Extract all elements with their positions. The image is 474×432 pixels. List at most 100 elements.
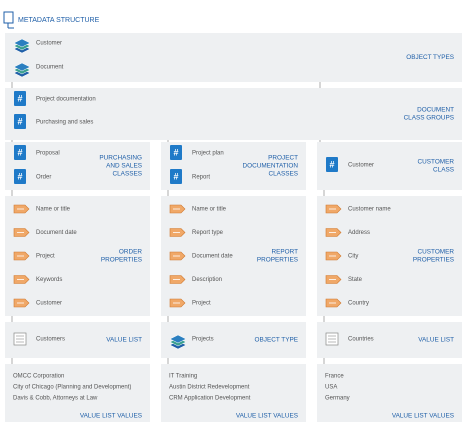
tag-icon [325,298,342,308]
item: Austin District Redevelopment [169,385,250,391]
hash: # [329,159,334,169]
panel-label: DOCUMENTATION [243,163,299,170]
panel-label: CLASS GROUPS [404,115,454,122]
panel-label: VALUE LIST VALUES [236,413,298,420]
panel [5,364,150,422]
panel-label: VALUE LIST VALUES [392,413,454,420]
panel-label: CUSTOMER [418,159,455,166]
tag-icon [13,298,30,308]
page-title: METADATA STRUCTURE [18,17,100,24]
panel-label: OBJECT TYPES [406,54,454,61]
tag-icon [325,275,342,284]
item: Customer name [348,207,391,213]
item: Document date [36,230,77,236]
item: Project [36,254,55,260]
item: Report type [192,230,224,236]
panel [161,364,306,422]
panel-label: REPORT [271,249,298,256]
layers-icon [13,62,31,78]
hash: # [173,147,178,157]
panel [5,33,462,82]
panel-label: OBJECT TYPE [255,337,298,344]
item: Purchasing and sales [36,120,93,126]
panel-label: AND SALES [106,163,142,170]
doc [14,169,26,184]
item: Name or title [192,207,227,213]
panel-label: DOCUMENT [417,107,454,114]
item: Description [192,277,222,283]
item: Projects [192,337,214,343]
doc [326,157,338,172]
tag-icon [325,228,342,237]
item: Document date [192,254,233,260]
hash: # [17,171,22,181]
hash-icon: # [14,145,26,160]
item: Germany [325,396,350,402]
panel-label: CLASSES [269,171,298,178]
hash-icon: # [14,91,26,106]
panel [317,322,462,358]
panel-label: PROPERTIES [101,257,142,264]
item: Project [192,301,211,307]
item: IT Training [169,374,197,380]
layers-icon [13,38,31,54]
panel-label: PROPERTIES [413,257,454,264]
item: Customer [36,301,62,307]
tag-icon [169,275,186,284]
layer [13,62,31,72]
item: Name or title [36,207,71,213]
panel-label: CLASSES [113,171,142,178]
tag-icon [13,251,30,261]
hash: # [17,147,22,157]
item: Address [348,230,370,236]
panel-label: VALUE LIST [418,337,454,344]
list-icon [13,332,27,346]
panel [317,364,462,422]
panel-label: CLASS [433,167,454,174]
doc [170,145,182,160]
panel-label: PROPERTIES [257,257,298,264]
hash-icon: # [170,145,182,160]
doc [14,91,26,106]
tag-icon [169,251,186,261]
hash: # [17,93,22,103]
panel [161,322,306,358]
item: Customers [36,337,65,343]
panel-label: CUSTOMER [418,249,455,256]
item: CRM Application Development [169,396,251,402]
hash-icon: # [326,157,338,172]
item: Keywords [36,277,62,283]
panel [161,142,306,190]
item: City [348,254,358,260]
item: Project documentation [36,97,96,103]
tag-icon [13,204,30,214]
hash: # [173,171,178,181]
item: State [348,277,363,283]
doc [14,145,26,160]
layer [169,334,187,344]
panel [5,142,150,190]
tag-icon [13,228,30,237]
item: City of Chicago (Planning and Developmen… [13,385,131,391]
hash: # [17,116,22,126]
doc [14,114,26,129]
tag-icon [169,228,186,237]
panel [5,322,150,358]
hash-icon: # [14,169,26,184]
doc [170,169,182,184]
layer [13,38,31,48]
panel-label: VALUE LIST VALUES [80,413,142,420]
item: Davis & Cobb, Attorneys at Law [13,396,98,402]
panel [5,88,462,140]
tag-icon [169,204,186,214]
panel-label: PROJECT [268,155,298,162]
panel-label: PURCHASING [99,155,142,162]
item: Document [36,65,64,71]
panel-label: VALUE LIST [106,337,142,344]
tag-icon [13,275,30,284]
hash-icon: # [170,169,182,184]
tag-icon [169,298,186,308]
list-icon [325,332,339,346]
item: Country [348,301,369,307]
item: Customer [348,163,374,169]
